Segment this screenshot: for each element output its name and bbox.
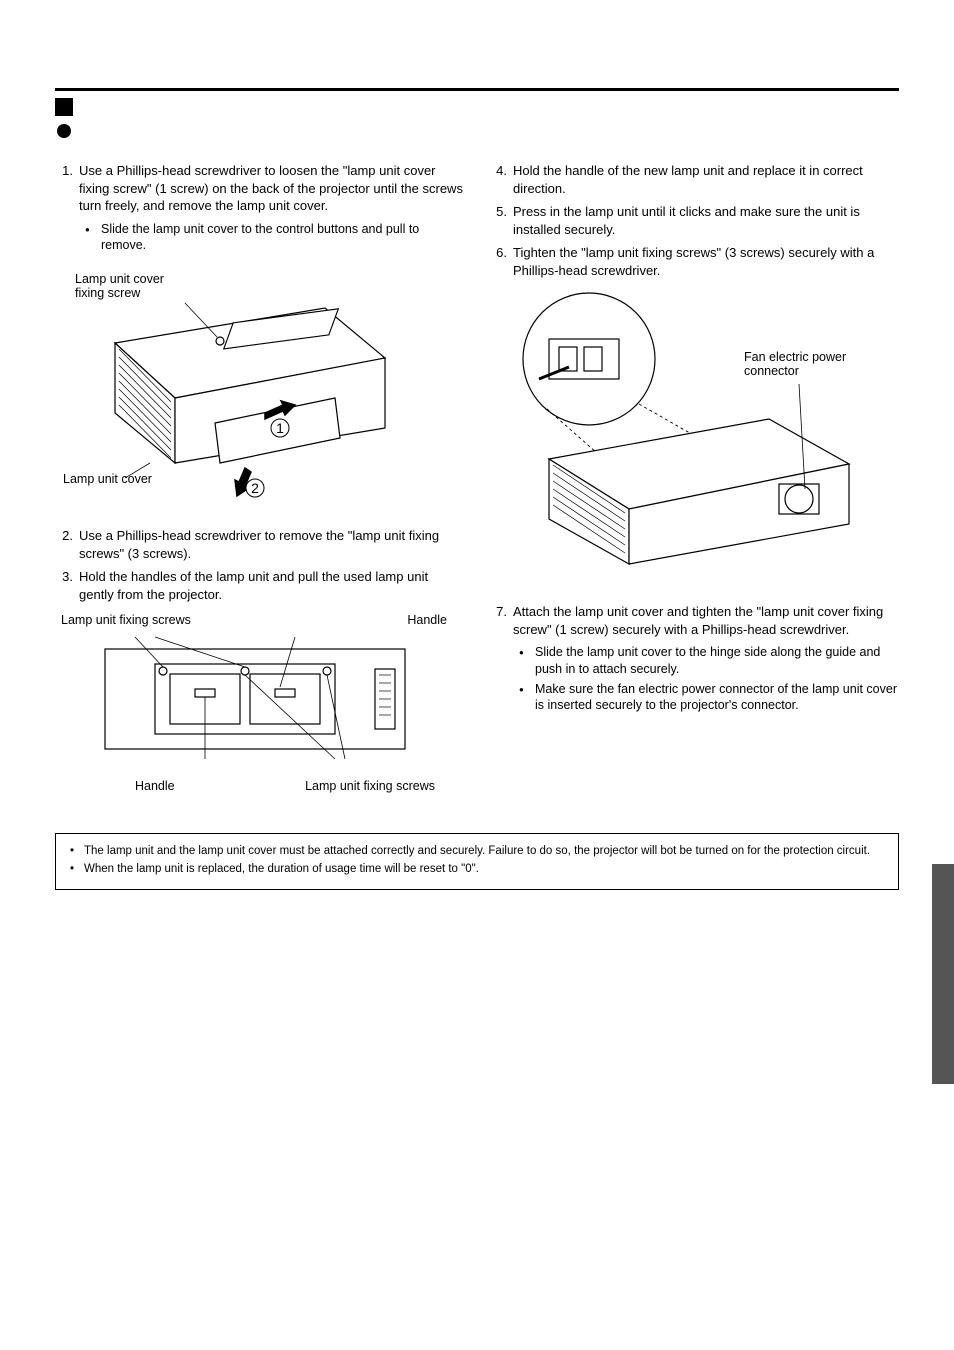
sub-bullet-text: Slide the lamp unit cover to the hinge s… bbox=[535, 644, 899, 677]
square-bullet-icon bbox=[55, 98, 73, 116]
note-text: The lamp unit and the lamp unit cover mu… bbox=[84, 844, 870, 860]
step-item: 6. Tighten the "lamp unit fixing screws"… bbox=[489, 244, 899, 279]
sub-bullet-text: Make sure the fan electric power connect… bbox=[535, 681, 899, 714]
top-rule bbox=[55, 88, 899, 91]
step-number: 2. bbox=[55, 527, 79, 562]
note-item: • When the lamp unit is replaced, the du… bbox=[70, 862, 884, 878]
two-column-layout: 1. Use a Phillips-head screwdriver to lo… bbox=[55, 162, 899, 807]
step-number: 1. bbox=[55, 162, 79, 215]
label-handle-bottom: Handle bbox=[135, 779, 175, 793]
step-text: Tighten the "lamp unit fixing screws" (3… bbox=[513, 244, 899, 279]
label-fixing-screw: Lamp unit cover fixing screw bbox=[75, 272, 167, 300]
note-box: • The lamp unit and the lamp unit cover … bbox=[55, 833, 899, 890]
label-fixing-screws-bottom: Lamp unit fixing screws bbox=[305, 779, 435, 793]
step-item: 2. Use a Phillips-head screwdriver to re… bbox=[55, 527, 465, 562]
sub-bullet-item: Slide the lamp unit cover to the hinge s… bbox=[519, 644, 899, 677]
step-number: 5. bbox=[489, 203, 513, 238]
label-fan-connector: Fan electric power connector bbox=[744, 350, 850, 378]
step-number: 4. bbox=[489, 162, 513, 197]
left-column: 1. Use a Phillips-head screwdriver to lo… bbox=[55, 162, 465, 807]
note-text: When the lamp unit is replaced, the dura… bbox=[84, 862, 479, 878]
label-lamp-unit-cover: Lamp unit cover bbox=[63, 472, 152, 486]
step-number: 7. bbox=[489, 603, 513, 638]
bullet-icon bbox=[519, 681, 535, 714]
step-number: 6. bbox=[489, 244, 513, 279]
figure-projector-cover: 1 2 Lamp unit cover fixing screw Lamp bbox=[55, 263, 465, 513]
bullet-icon bbox=[519, 644, 535, 677]
title-area bbox=[55, 98, 73, 141]
step-text: Hold the handle of the new lamp unit and… bbox=[513, 162, 899, 197]
sub-bullet-text: Slide the lamp unit cover to the control… bbox=[101, 221, 465, 254]
label-handle-top: Handle bbox=[407, 613, 447, 627]
figure-lamp-unit-screws: Lamp unit fixing screws Handle bbox=[55, 613, 465, 793]
step-text: Use a Phillips-head screwdriver to loose… bbox=[79, 162, 465, 215]
step-text: Press in the lamp unit until it clicks a… bbox=[513, 203, 899, 238]
callout-number-2: 2 bbox=[251, 480, 259, 496]
step-number: 3. bbox=[55, 568, 79, 603]
side-tab bbox=[932, 864, 954, 1084]
bullet-icon: • bbox=[70, 862, 84, 878]
manual-page: 1. Use a Phillips-head screwdriver to lo… bbox=[0, 0, 954, 1350]
sub-bullet-item: Make sure the fan electric power connect… bbox=[519, 681, 899, 714]
step-item: 3. Hold the handles of the lamp unit and… bbox=[55, 568, 465, 603]
step-item: 1. Use a Phillips-head screwdriver to lo… bbox=[55, 162, 465, 215]
circle-bullet-icon bbox=[57, 124, 71, 138]
sub-bullet-item: Slide the lamp unit cover to the control… bbox=[85, 221, 465, 254]
step-item: 5. Press in the lamp unit until it click… bbox=[489, 203, 899, 238]
callout-number-1: 1 bbox=[276, 420, 284, 436]
right-column: 4. Hold the handle of the new lamp unit … bbox=[489, 162, 899, 807]
step-text: Attach the lamp unit cover and tighten t… bbox=[513, 603, 899, 638]
step-text: Use a Phillips-head screwdriver to remov… bbox=[79, 527, 465, 562]
label-fixing-screws-top: Lamp unit fixing screws bbox=[61, 613, 191, 627]
step-item: 4. Hold the handle of the new lamp unit … bbox=[489, 162, 899, 197]
note-item: • The lamp unit and the lamp unit cover … bbox=[70, 844, 884, 860]
bullet-icon bbox=[85, 221, 101, 254]
figure-fan-connector: Fan electric power connector bbox=[489, 289, 899, 589]
step-item: 7. Attach the lamp unit cover and tighte… bbox=[489, 603, 899, 638]
step-text: Hold the handles of the lamp unit and pu… bbox=[79, 568, 465, 603]
bullet-icon: • bbox=[70, 844, 84, 860]
